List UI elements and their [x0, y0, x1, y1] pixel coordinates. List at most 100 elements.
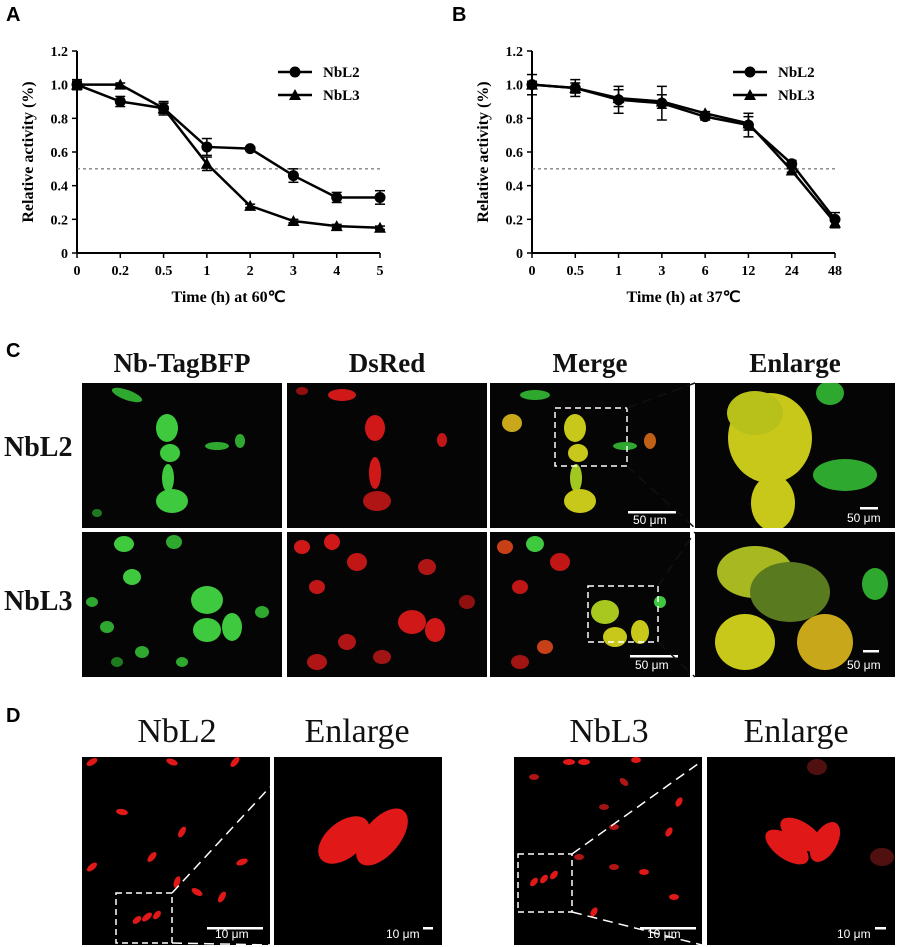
x-tick-label: 1 [615, 264, 622, 279]
x-tick-label: 0.5 [567, 264, 585, 279]
y-tick-label: 0.8 [51, 112, 69, 127]
panel-letter-b: B [452, 4, 467, 26]
data-point-nbl3 [114, 78, 127, 90]
row-label-nbl2: NbL2 [4, 432, 73, 463]
y-tick-label: 0 [516, 247, 523, 262]
data-point-nbl2 [201, 141, 213, 153]
scale-label-d-enlarge-1: 10 μm [386, 927, 420, 941]
data-point-nbl2 [374, 191, 386, 203]
x-tick-label: 1 [203, 264, 210, 279]
series-line-nbl2 [531, 83, 836, 221]
title-d-nbl2: NbL2 [137, 713, 217, 750]
x-tick-label: 0 [74, 264, 81, 279]
y-tick-label: 0.4 [51, 180, 69, 195]
scale-label-enlarge-nbl2: 50 μm [847, 511, 881, 525]
legend-label: NbL3 [323, 88, 360, 104]
legend-marker [289, 66, 301, 78]
legend-marker [744, 89, 756, 100]
title-d-nbl3: NbL3 [569, 713, 649, 750]
legend-label: NbL3 [778, 88, 815, 104]
y-axis-label: Relative activity (%) [475, 81, 492, 222]
x-tick-label: 6 [702, 264, 709, 279]
y-tick-label: 0.6 [506, 146, 524, 161]
x-tick-label: 4 [333, 264, 340, 279]
data-point-nbl3 [612, 92, 625, 104]
image-nbl2-enlarge: 50 μm [695, 383, 895, 528]
x-tick-label: 0 [529, 264, 536, 279]
x-tick-label: 48 [828, 264, 842, 279]
data-point-nbl3 [71, 78, 83, 90]
title-d-enlarge-2: Enlarge [743, 713, 849, 750]
scale-label-d-nbl2: 10 μm [215, 927, 249, 941]
legend-marker [744, 66, 756, 78]
legend-marker [289, 89, 301, 100]
image-d-enlarge-2: 10 μm [707, 757, 895, 945]
image-d-enlarge-1: 10 μm [274, 757, 442, 945]
y-tick-label: 0 [61, 247, 68, 262]
col-title-merge: Merge [552, 348, 628, 378]
data-point-nbl3 [244, 199, 257, 211]
scale-label-merge-nbl3: 50 μm [635, 658, 669, 672]
x-tick-label: 2 [247, 264, 254, 279]
data-point-nbl2 [287, 170, 299, 182]
x-axis-label: Time (h) at 37℃ [626, 289, 740, 306]
x-tick-label: 3 [290, 264, 297, 279]
scale-label-d-nbl3: 10 μm [647, 927, 681, 941]
title-d-enlarge-1: Enlarge [304, 713, 410, 750]
data-point-nbl3 [699, 107, 712, 119]
x-tick-label: 5 [377, 264, 384, 279]
y-tick-label: 0.8 [506, 112, 524, 127]
x-axis-label: Time (h) at 60℃ [171, 289, 285, 306]
image-nbl2-merge: 50 μm [490, 383, 690, 528]
x-tick-label: 0.5 [155, 264, 173, 279]
col-title-dsred: DsRed [348, 348, 426, 378]
legend-label: NbL2 [778, 65, 815, 81]
series-line-nbl3 [77, 83, 381, 229]
scale-label-d-enlarge-2: 10 μm [837, 927, 871, 941]
data-point-nbl3 [157, 102, 170, 114]
data-point-nbl3 [526, 78, 538, 90]
data-point-nbl2 [114, 96, 126, 107]
x-tick-label: 12 [741, 264, 755, 279]
data-point-nbl2 [244, 143, 256, 155]
image-d-nbl2: 10 μm [82, 757, 270, 945]
row-label-nbl3: NbL3 [4, 586, 73, 617]
chart-b-thermal-stability-37c: 0 0.2 0.4 0.6 0.8 1.0 1.2 0 0.5 1 3 6 12 24 48 Time (h)… [475, 45, 842, 306]
data-point-nbl3 [569, 82, 582, 94]
y-axis-label: Relative activity (%) [20, 81, 37, 222]
y-tick-label: 0.4 [506, 180, 524, 195]
data-point-nbl3 [829, 216, 841, 228]
data-point-nbl2 [331, 191, 343, 203]
data-point-nbl3 [785, 164, 798, 176]
image-nbl2-dsred [287, 383, 487, 528]
y-tick-label: 1.2 [51, 45, 69, 60]
x-tick-label: 24 [785, 264, 799, 279]
x-tick-label: 3 [658, 264, 665, 279]
col-title-nb-tagbfp: Nb-TagBFP [113, 348, 251, 378]
series-line-nbl3 [531, 83, 836, 224]
panel-letter-c: C [6, 340, 21, 362]
data-point-nbl3 [200, 157, 213, 169]
chart-a-thermal-stability-60c: 0 0.2 0.4 0.6 0.8 1.0 1.2 0 0.2 0.5 1 2 3 4 5 Time (h) … [20, 45, 386, 306]
y-tick-label: 1.0 [506, 79, 524, 94]
scale-label-enlarge-nbl3: 50 μm [847, 658, 881, 672]
panel-letter-d: D [6, 705, 21, 727]
scale-label-merge-nbl2: 50 μm [633, 513, 667, 527]
series-line-nbl2 [76, 83, 380, 199]
y-tick-label: 1.2 [506, 45, 524, 60]
y-tick-label: 0.2 [51, 213, 69, 228]
y-tick-label: 0.6 [51, 146, 69, 161]
image-nbl3-enlarge: 50 μm [695, 532, 895, 677]
legend-label: NbL2 [323, 65, 360, 81]
image-nbl3-merge: 50 μm [490, 532, 690, 677]
data-point-nbl3 [374, 221, 386, 233]
x-tick-label: 0.2 [112, 264, 130, 279]
image-d-nbl3: 10 μm [514, 757, 702, 945]
y-tick-label: 1.0 [51, 79, 69, 94]
image-nbl3-dsred [287, 532, 487, 677]
data-point-nbl3 [330, 220, 343, 232]
data-point-nbl3 [742, 117, 755, 129]
data-point-nbl3 [655, 95, 668, 107]
data-point-nbl3 [287, 215, 300, 227]
image-nbl3-tagbfp [82, 532, 282, 677]
